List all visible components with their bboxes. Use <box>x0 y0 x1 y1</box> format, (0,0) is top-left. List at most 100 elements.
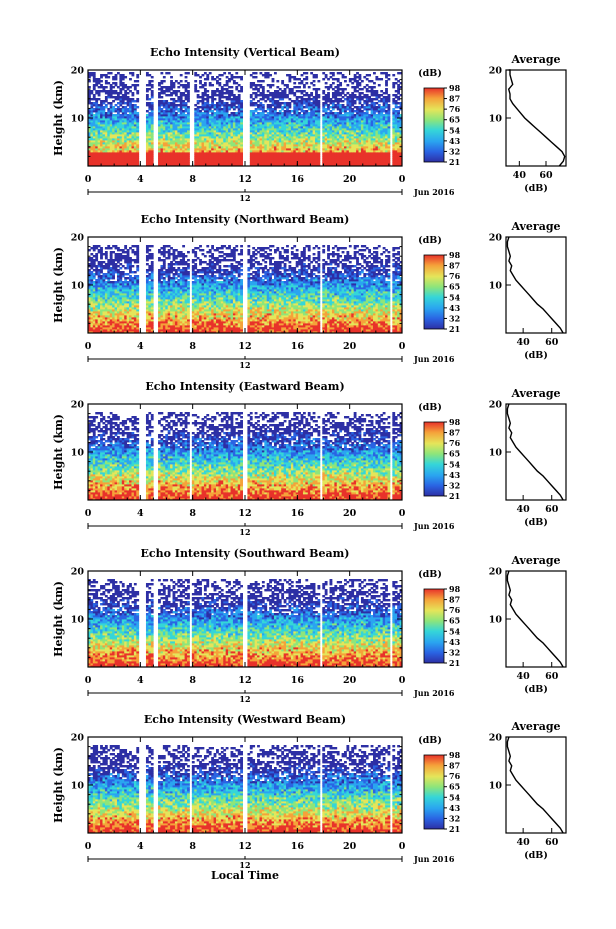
heatmap-cell <box>368 104 371 107</box>
heatmap-cell <box>339 98 343 101</box>
heatmap-cell <box>184 120 188 123</box>
heatmap-cell <box>225 96 229 99</box>
heatmap-cell <box>341 96 345 99</box>
heatmap-cell <box>165 140 169 143</box>
heatmap-cell <box>104 164 108 167</box>
heatmap-cell <box>322 78 326 81</box>
heatmap-cell <box>203 144 207 147</box>
heatmap-cell <box>240 158 243 161</box>
heatmap-cell <box>235 88 239 91</box>
heatmap-cell <box>150 160 154 163</box>
heatmap-cell <box>235 118 239 121</box>
heatmap-cell <box>150 108 154 111</box>
heatmap-cell <box>90 124 94 127</box>
heatmap-cell <box>331 72 335 75</box>
heatmap-cell <box>121 106 125 109</box>
heatmap-cell <box>102 100 106 103</box>
average-title: Average <box>510 53 560 66</box>
heatmap-cell <box>225 132 229 135</box>
heatmap-cell <box>203 162 207 165</box>
heatmap-cell <box>257 84 260 87</box>
heatmap-cell <box>158 118 161 121</box>
heatmap-cell <box>179 136 183 139</box>
heatmap-cell <box>206 134 210 137</box>
heatmap-cell <box>184 148 188 151</box>
heatmap-cell <box>172 134 176 137</box>
heatmap-cell <box>109 118 113 121</box>
heatmap-cell <box>225 122 229 125</box>
heatmap-cell <box>218 92 222 95</box>
heatmap-cell <box>172 162 176 165</box>
heatmap-cell <box>199 118 202 121</box>
heatmap-cell <box>228 98 231 101</box>
heatmap-cell <box>136 122 140 125</box>
heatmap-cell <box>114 140 118 143</box>
heatmap-cell <box>102 261 106 264</box>
heatmap-cell <box>218 146 222 149</box>
heatmap-cell <box>208 96 212 99</box>
heatmap-cell <box>95 122 99 125</box>
heatmap-cell <box>194 112 198 115</box>
heatmap-cell <box>102 138 106 141</box>
heatmap-cell <box>201 148 205 151</box>
heatmap-cell <box>235 120 239 123</box>
heatmap-cell <box>179 156 183 159</box>
heatmap-cell <box>121 156 125 159</box>
heatmap-cell <box>216 102 219 105</box>
heatmap-cell <box>237 150 241 153</box>
heatmap-cell <box>223 128 227 131</box>
heatmap-cell <box>223 154 227 157</box>
heatmap-cell <box>307 86 311 89</box>
heatmap-cell <box>286 94 289 97</box>
heatmap-cell <box>129 114 132 117</box>
heatmap-cell <box>187 96 190 99</box>
heatmap-cell <box>170 88 173 91</box>
date-label: Jun 2016 <box>413 187 455 197</box>
heatmap-cell <box>133 158 137 161</box>
heatmap-cell <box>90 154 94 157</box>
heatmap-cell <box>223 106 227 109</box>
heatmap-cell <box>104 96 108 99</box>
heatmap-cell <box>145 118 149 121</box>
heatmap-cell <box>184 98 188 101</box>
heatmap-cell <box>201 136 205 139</box>
heatmap-cell <box>225 164 229 167</box>
heatmap-cell <box>216 146 219 149</box>
heatmap-cell <box>107 102 111 105</box>
heatmap-cell <box>121 158 125 161</box>
heatmap-cell <box>124 154 128 157</box>
heatmap-cell <box>286 84 289 87</box>
heatmap-cell <box>237 126 241 129</box>
heatmap-cell <box>194 122 198 125</box>
heatmap-cell <box>109 134 113 137</box>
heatmap-cell <box>170 152 173 155</box>
heatmap-cell <box>206 158 210 161</box>
heatmap-cell <box>170 106 173 109</box>
heatmap-cell <box>310 82 314 85</box>
heatmap-cell <box>162 142 166 145</box>
heatmap-cell <box>92 110 96 113</box>
heatmap-cell <box>235 138 239 141</box>
heatmap-cell <box>351 108 355 111</box>
heatmap-cell <box>232 106 236 109</box>
heatmap-cell <box>196 108 200 111</box>
heatmap-cell <box>235 152 239 155</box>
heatmap-cell <box>213 128 217 131</box>
heatmap-cell <box>228 138 231 141</box>
heatmap-cell <box>107 122 111 125</box>
heatmap-cell <box>216 144 219 147</box>
heatmap-cell <box>312 84 316 87</box>
heatmap-cell <box>228 148 231 151</box>
heatmap-cell <box>179 118 183 121</box>
heatmap-cell <box>232 118 236 121</box>
heatmap-cell <box>237 90 241 93</box>
heatmap-cell <box>208 164 212 167</box>
heatmap-cell <box>240 152 243 155</box>
heatmap-cell <box>165 110 169 113</box>
heatmap-cell <box>203 138 207 141</box>
heatmap-cell <box>223 114 227 117</box>
heatmap-cell <box>225 148 229 151</box>
heatmap-cell <box>223 144 227 147</box>
heatmap-cell <box>136 90 140 93</box>
